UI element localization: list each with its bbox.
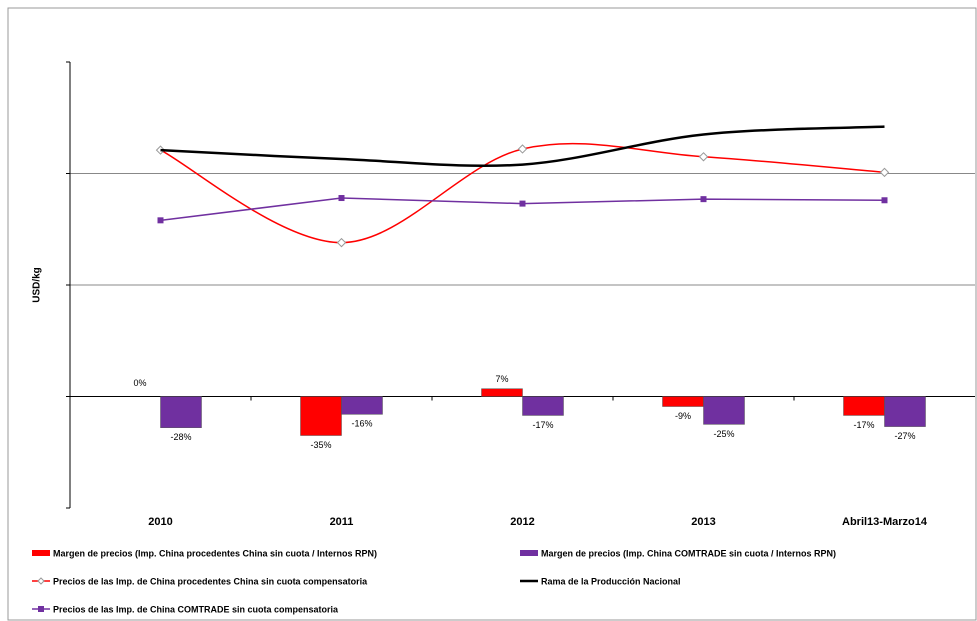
marker <box>338 195 345 202</box>
data-label: 0% <box>133 378 146 388</box>
bar <box>522 396 564 416</box>
data-label: -17% <box>532 420 553 430</box>
data-label: -17% <box>853 420 874 430</box>
x-tick-label: 2010 <box>148 516 172 528</box>
x-tick-label: Abril13-Marzo14 <box>842 516 928 528</box>
legend-label: Margen de precios (Imp. China COMTRADE s… <box>541 548 836 558</box>
marker <box>517 144 528 154</box>
marker <box>700 196 707 203</box>
legend-swatch <box>520 550 538 556</box>
legend-label: Margen de precios (Imp. China procedente… <box>53 548 377 558</box>
legend-label: Precios de las Imp. de China COMTRADE si… <box>53 604 339 614</box>
bar <box>341 396 383 415</box>
legend-label: Rama de la Producción Nacional <box>541 576 681 586</box>
bar <box>843 396 885 416</box>
y-axis-title: USD/kg <box>32 267 43 303</box>
x-tick-label: 2012 <box>510 516 534 528</box>
data-label: 7% <box>495 374 508 384</box>
data-label: -25% <box>713 429 734 439</box>
legend-swatch <box>32 550 50 556</box>
bar <box>300 396 342 436</box>
bar <box>481 388 523 397</box>
data-label: -16% <box>351 419 372 429</box>
bar <box>884 396 926 427</box>
frame <box>7 7 977 621</box>
data-label: -9% <box>675 411 691 421</box>
x-tick-label: 2013 <box>691 516 715 528</box>
bar <box>662 396 704 407</box>
x-tick-label: 2011 <box>330 516 354 528</box>
marker <box>879 167 890 178</box>
legend-marker <box>38 606 44 612</box>
data-label: -35% <box>310 440 331 450</box>
data-label: -27% <box>894 431 915 441</box>
bar <box>703 396 745 425</box>
line <box>160 125 885 168</box>
bar <box>160 396 202 428</box>
marker <box>336 237 347 248</box>
data-label: -28% <box>170 432 191 442</box>
marker <box>519 200 526 207</box>
marker <box>157 217 164 224</box>
legend-label: Precios de las Imp. de China procedentes… <box>53 576 368 586</box>
marker <box>698 152 709 162</box>
legend-marker <box>37 577 45 585</box>
marker <box>881 197 888 204</box>
